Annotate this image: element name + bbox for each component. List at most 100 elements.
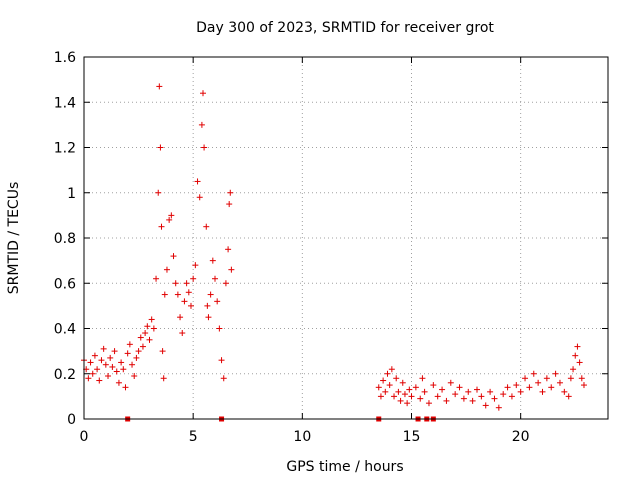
data-point [91,352,98,359]
data-point [382,388,389,395]
data-point [421,388,428,395]
x-tick-label: 0 [80,429,89,445]
data-point [469,397,476,404]
data-point [417,395,424,402]
data-point [578,375,585,382]
data-point [391,393,398,400]
data-point [204,302,211,309]
data-point [425,400,432,407]
data-point [465,388,472,395]
data-point [439,386,446,393]
data-point [124,350,131,357]
data-point [220,375,227,382]
data-point [212,275,218,282]
y-axis-label: SRMTID / TECUs [6,182,22,295]
data-point [539,388,546,395]
data-point [567,375,574,382]
y-tick-label: 0.4 [54,322,76,338]
data-point [135,348,142,355]
data-point [96,377,103,384]
data-point [177,314,184,321]
data-point [491,395,498,402]
data-point [388,366,395,373]
data-point [185,289,192,296]
y-tick-label: 1.4 [54,95,76,111]
data-point [153,275,160,282]
data-point [517,388,524,395]
x-tick-label: 15 [403,429,421,445]
data-point [495,404,502,411]
data-point [419,375,426,382]
data-point [131,373,138,380]
data-point [561,388,568,395]
data-point [412,384,419,391]
data-point [386,382,393,389]
data-point [98,357,105,364]
data-point [456,384,463,391]
data-point [133,354,140,361]
data-point [401,391,408,398]
y-tick-label: 1.6 [54,50,76,66]
data-point [474,386,480,393]
data-point [225,246,232,253]
data-point [487,388,494,395]
data-point [380,377,387,384]
data-point [570,366,577,373]
data-point [158,223,165,230]
x-axis-label: GPS time / hours [286,459,403,475]
data-point [159,348,166,355]
data-points [81,83,587,411]
data-point [207,291,214,298]
data-point [126,341,133,348]
data-point [107,354,114,361]
data-point [452,391,459,398]
data-point [187,302,194,309]
data-point [556,379,563,386]
data-point [460,395,467,402]
data-point [399,379,406,386]
data-point [168,212,175,219]
data-point [157,144,164,151]
data-point [146,336,153,343]
data-point [179,330,186,337]
data-point [397,397,404,404]
data-point [161,291,168,298]
data-point [408,393,415,400]
data-point [194,178,201,185]
data-point [482,402,489,409]
data-point [172,280,179,287]
data-point [500,391,507,398]
data-point [174,291,181,298]
data-point [190,275,197,282]
data-point [142,330,149,337]
data-point [404,400,411,407]
data-point [504,384,511,391]
data-point [434,393,441,400]
y-tick-label: 1.2 [54,141,76,157]
data-point [580,382,587,389]
y-tick-label: 0.6 [54,276,76,292]
data-point [160,375,167,382]
x-tick-label: 5 [189,429,198,445]
data-point [214,298,221,305]
data-point [430,382,437,389]
data-point [105,373,112,380]
y-tick-label: 0 [67,412,76,428]
data-point [574,343,581,350]
data-point [137,334,144,341]
data-point [156,83,163,90]
data-point [522,375,529,382]
data-point [183,280,190,287]
data-point [226,201,233,208]
data-point [85,375,92,382]
data-point [216,325,223,332]
data-point [122,384,129,391]
data-point [196,194,203,201]
data-point [163,266,170,273]
data-point [377,393,384,400]
y-tick-label: 0.2 [54,367,76,383]
y-tick-label: 0.8 [54,231,76,247]
chart-title: Day 300 of 2023, SRMTID for receiver gro… [196,20,494,36]
data-point [508,393,515,400]
